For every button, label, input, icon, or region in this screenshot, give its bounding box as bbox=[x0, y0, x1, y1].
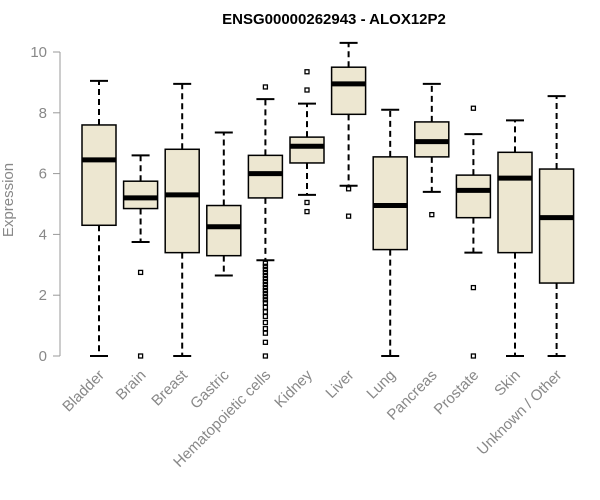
outlier-point bbox=[262, 84, 269, 90]
outlier-point bbox=[429, 211, 435, 218]
outlier-point bbox=[262, 281, 269, 288]
iqr-box bbox=[206, 204, 242, 257]
iqr-box bbox=[538, 168, 575, 284]
outlier-point bbox=[262, 272, 269, 279]
outlier-point bbox=[262, 294, 269, 300]
y-tick-label: 10 bbox=[30, 44, 47, 61]
x-tick-label: Lung bbox=[363, 367, 399, 403]
outlier-point bbox=[137, 353, 144, 359]
outlier-point bbox=[470, 105, 477, 111]
outlier-point bbox=[345, 186, 352, 192]
outlier-point bbox=[304, 208, 310, 215]
x-tick-label: Skin bbox=[491, 367, 524, 400]
box-11 bbox=[538, 95, 575, 357]
outlier-point bbox=[304, 87, 310, 93]
y-axis-label: Expression bbox=[0, 163, 17, 237]
outlier-point bbox=[262, 300, 269, 306]
box-6 bbox=[330, 41, 367, 219]
outlier-point bbox=[470, 284, 477, 291]
box-8 bbox=[414, 82, 450, 218]
box-4 bbox=[247, 84, 284, 359]
x-tick-label: Bladder bbox=[59, 367, 108, 416]
chart-title: ENSG00000262943 - ALOX12P2 bbox=[222, 11, 446, 28]
box-7 bbox=[372, 108, 408, 357]
x-tick-label: Prostate bbox=[431, 367, 483, 419]
box-1 bbox=[122, 154, 159, 359]
iqr-box bbox=[455, 174, 492, 219]
boxes bbox=[81, 41, 575, 359]
box-10 bbox=[497, 119, 533, 357]
box-0 bbox=[81, 79, 117, 357]
box-2 bbox=[164, 82, 200, 357]
outlier-point bbox=[262, 275, 269, 282]
y-tick-label: 0 bbox=[39, 348, 47, 365]
iqr-box bbox=[81, 124, 117, 227]
outlier-point bbox=[137, 269, 144, 276]
y-tick-label: 8 bbox=[39, 105, 47, 122]
outlier-point bbox=[470, 353, 477, 359]
outlier-point bbox=[262, 330, 269, 336]
iqr-box bbox=[497, 151, 533, 254]
outlier-point bbox=[262, 297, 269, 303]
outlier-point bbox=[345, 213, 352, 219]
outlier-point bbox=[262, 325, 269, 332]
outlier-point bbox=[262, 319, 269, 326]
outlier-point bbox=[304, 199, 310, 206]
x-tick-label: Liver bbox=[322, 367, 357, 402]
outlier-point bbox=[262, 339, 269, 345]
outlier-point bbox=[304, 69, 310, 75]
outlier-point bbox=[262, 263, 269, 269]
iqr-box bbox=[330, 66, 367, 116]
outlier-point bbox=[262, 266, 269, 273]
iqr-box bbox=[289, 136, 325, 164]
y-tick-label: 4 bbox=[39, 226, 47, 243]
x-tick-label: Breast bbox=[148, 366, 191, 409]
box-5 bbox=[289, 69, 325, 215]
x-tick-label: Brain bbox=[113, 367, 150, 404]
outlier-point bbox=[262, 284, 269, 291]
outlier-point bbox=[262, 260, 269, 266]
y-axis: 0 2 4 6 8 10 bbox=[30, 44, 61, 365]
y-tick-label: 6 bbox=[39, 166, 47, 183]
outlier-point bbox=[262, 291, 269, 297]
iqr-box bbox=[122, 180, 159, 210]
iqr-box bbox=[164, 148, 200, 254]
iqr-box bbox=[247, 154, 284, 199]
outlier-point bbox=[262, 313, 269, 320]
box-9 bbox=[455, 105, 492, 359]
outlier-point bbox=[262, 287, 269, 294]
box-3 bbox=[206, 131, 242, 277]
outlier-point bbox=[262, 353, 269, 359]
outlier-point bbox=[262, 309, 269, 315]
y-tick-label: 2 bbox=[39, 287, 47, 304]
x-tick-label: Kidney bbox=[271, 366, 316, 411]
outlier-point bbox=[262, 278, 269, 285]
outlier-point bbox=[262, 269, 269, 276]
outlier-point bbox=[262, 304, 269, 311]
